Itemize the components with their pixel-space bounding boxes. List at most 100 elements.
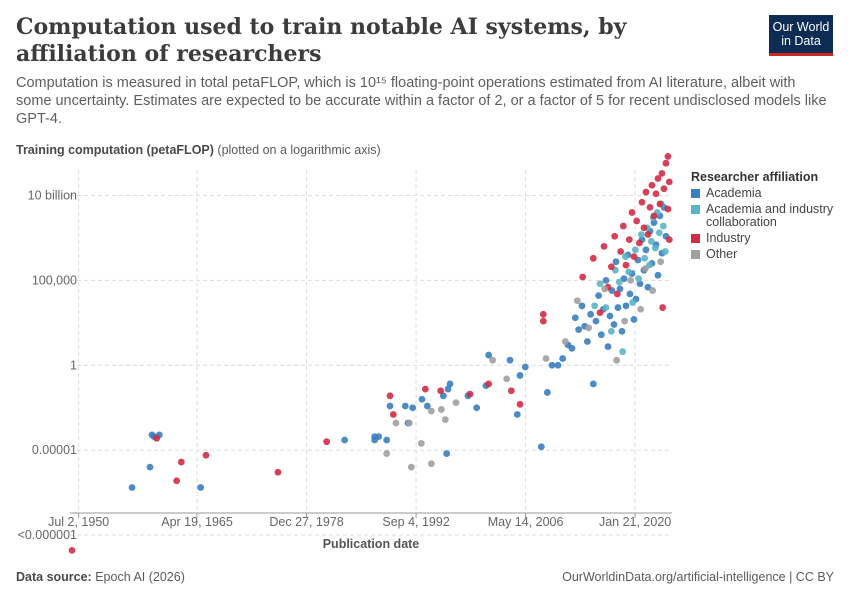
data-point bbox=[631, 246, 639, 254]
data-point bbox=[537, 443, 545, 451]
data-point bbox=[665, 236, 673, 244]
data-point bbox=[439, 392, 447, 400]
x-tick-label: Jul 2, 1950 bbox=[48, 515, 109, 529]
data-point bbox=[583, 338, 591, 345]
data-point bbox=[542, 355, 550, 362]
data-point bbox=[516, 372, 524, 379]
data-point bbox=[640, 224, 648, 232]
y-axis-label-note: (plotted on a logarithmic axis) bbox=[217, 143, 381, 157]
logo-line-1: Our World bbox=[772, 20, 830, 34]
data-point bbox=[516, 400, 524, 408]
data-point bbox=[613, 290, 621, 298]
data-point bbox=[644, 231, 652, 238]
data-point bbox=[602, 304, 610, 311]
legend-item-industry[interactable]: Industry bbox=[691, 232, 841, 245]
data-point bbox=[591, 302, 599, 310]
data-point bbox=[642, 188, 650, 196]
data-point bbox=[615, 278, 623, 286]
y-tick-label: 10 billion bbox=[28, 188, 77, 202]
data-source-value: Epoch AI (2026) bbox=[95, 570, 185, 584]
data-point bbox=[604, 343, 612, 350]
data-point bbox=[587, 310, 595, 318]
data-point bbox=[659, 222, 667, 230]
data-point bbox=[637, 231, 645, 238]
data-point bbox=[618, 327, 626, 335]
data-point bbox=[503, 375, 511, 383]
logo-line-2: in Data bbox=[781, 34, 821, 48]
legend-title: Researcher affiliation bbox=[691, 170, 819, 184]
data-point bbox=[392, 419, 400, 427]
data-point bbox=[625, 236, 633, 244]
data-point bbox=[506, 356, 514, 364]
data-point bbox=[662, 159, 670, 167]
data-point bbox=[202, 451, 210, 459]
data-point bbox=[617, 248, 625, 255]
data-point bbox=[427, 460, 435, 468]
data-point bbox=[664, 153, 672, 160]
data-point bbox=[652, 190, 660, 198]
data-point bbox=[630, 316, 638, 323]
data-point bbox=[660, 185, 668, 193]
data-point bbox=[128, 484, 136, 491]
data-point bbox=[589, 254, 597, 262]
data-point bbox=[596, 309, 604, 317]
data-point bbox=[573, 297, 581, 305]
data-point bbox=[585, 324, 593, 332]
legend-swatch-academia bbox=[691, 189, 700, 198]
data-point bbox=[646, 203, 654, 211]
data-point bbox=[633, 217, 641, 225]
data-point bbox=[607, 327, 615, 335]
data-point bbox=[418, 395, 426, 403]
data-point bbox=[578, 302, 586, 310]
legend-swatch-other bbox=[691, 250, 700, 259]
data-point bbox=[407, 463, 415, 471]
data-point bbox=[635, 275, 643, 283]
data-point bbox=[651, 244, 659, 252]
legend-label-other: Other bbox=[706, 247, 738, 261]
data-point bbox=[539, 310, 547, 318]
data-point bbox=[554, 361, 562, 369]
data-point bbox=[664, 205, 672, 213]
data-point bbox=[629, 299, 637, 306]
legend-item-other[interactable]: Other bbox=[691, 248, 841, 261]
data-point bbox=[657, 258, 665, 266]
y-tick-label: 1 bbox=[70, 358, 77, 372]
data-point bbox=[641, 265, 649, 272]
legend: Researcher affiliation Academia Academia… bbox=[691, 170, 841, 264]
data-point bbox=[383, 450, 391, 457]
data-point bbox=[602, 276, 610, 284]
data-point bbox=[641, 254, 649, 262]
x-tick-label: Apr 19, 1965 bbox=[161, 515, 233, 529]
data-point bbox=[637, 305, 645, 313]
data-point bbox=[648, 181, 656, 189]
data-point bbox=[661, 248, 669, 255]
legend-item-collaboration[interactable]: Academia and industry collaboration bbox=[691, 203, 841, 229]
data-point bbox=[649, 287, 657, 294]
data-point bbox=[596, 280, 604, 288]
owid-logo[interactable]: Our World in Data bbox=[769, 15, 833, 56]
data-point bbox=[635, 239, 643, 247]
legend-label-collaboration: Academia and industry collaboration bbox=[706, 202, 834, 229]
data-point bbox=[507, 387, 515, 395]
data-point bbox=[656, 200, 664, 208]
data-point bbox=[274, 468, 282, 476]
data-point bbox=[443, 450, 451, 457]
data-point bbox=[619, 222, 627, 230]
data-point bbox=[592, 317, 600, 325]
y-tick-label: 0.00001 bbox=[32, 443, 77, 457]
data-point bbox=[513, 411, 521, 418]
data-point bbox=[642, 246, 650, 254]
data-point bbox=[559, 355, 567, 362]
data-point bbox=[466, 390, 474, 398]
legend-item-academia[interactable]: Academia bbox=[691, 187, 841, 200]
data-source: Data source: Epoch AI (2026) bbox=[16, 570, 185, 584]
data-point bbox=[452, 399, 460, 407]
data-point bbox=[197, 484, 205, 491]
y-axis-label-main: Training computation (petaFLOP) bbox=[16, 143, 214, 157]
data-point bbox=[650, 219, 658, 227]
data-point bbox=[622, 302, 630, 310]
legend-swatch-industry bbox=[691, 234, 700, 243]
footer-link[interactable]: OurWorldinData.org/artificial-intelligen… bbox=[562, 570, 834, 584]
data-point bbox=[417, 439, 425, 447]
